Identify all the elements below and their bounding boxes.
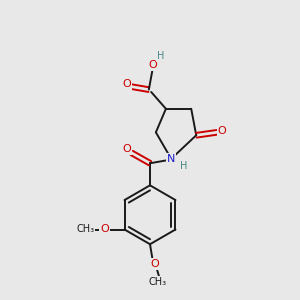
Text: O: O	[100, 224, 109, 235]
Text: O: O	[150, 259, 159, 269]
Text: H: H	[157, 51, 164, 62]
Text: O: O	[122, 79, 131, 89]
Text: CH₃: CH₃	[149, 277, 167, 286]
Text: O: O	[148, 60, 157, 70]
Text: H: H	[180, 161, 187, 171]
Text: CH₃: CH₃	[76, 224, 95, 235]
Text: N: N	[167, 154, 176, 164]
Text: O: O	[218, 126, 226, 136]
Text: O: O	[122, 144, 131, 154]
